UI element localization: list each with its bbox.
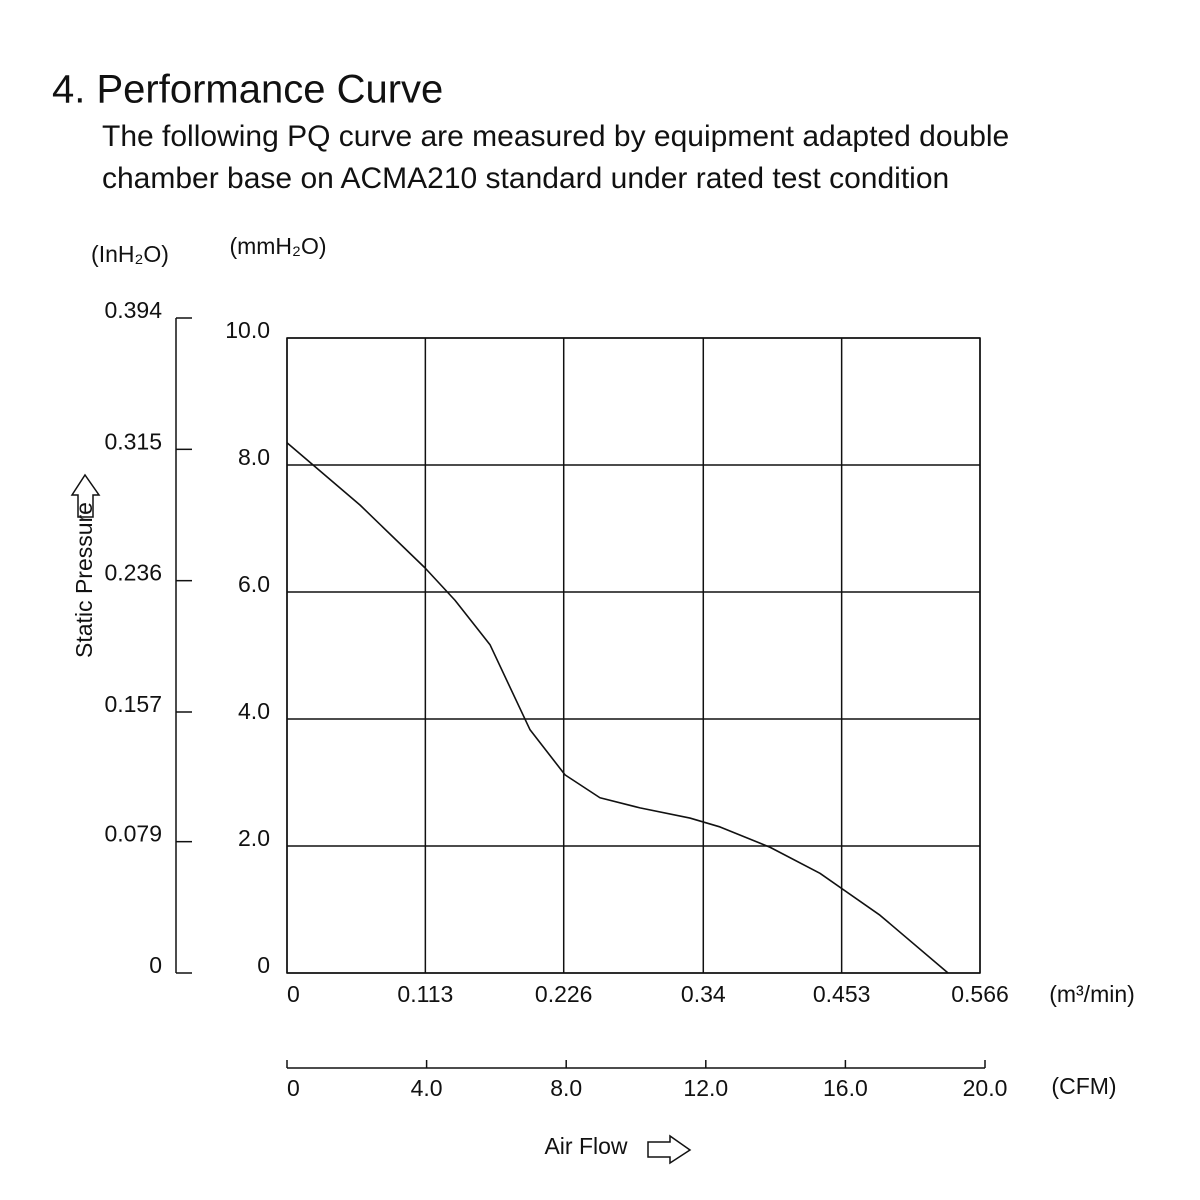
heading: 4. Performance Curve [52, 68, 443, 112]
y2-tick-label: 0 [149, 952, 162, 978]
x-tick-label: 0 [287, 981, 300, 1007]
x-tick-label: 0.34 [681, 981, 726, 1007]
x-axis-title: Air Flow [544, 1133, 627, 1159]
y2-tick-label: 0.079 [104, 821, 162, 847]
y-tick-label: 10.0 [225, 317, 270, 343]
x2-unit: (CFM) [1051, 1073, 1116, 1099]
x2-tick-label: 20.0 [963, 1075, 1008, 1101]
x-tick-label: 0.113 [397, 981, 453, 1007]
description-line: The following PQ curve are measured by e… [102, 120, 1009, 153]
y2-unit: (InH₂O) [91, 241, 169, 267]
y-tick-label: 6.0 [238, 571, 270, 597]
x-tick-label: 0.453 [813, 981, 871, 1007]
y-axis-title: Static Pressure [71, 502, 97, 658]
plot-frame [286, 337, 981, 974]
y2-tick-label: 0.157 [104, 691, 162, 717]
y2-tick-label: 0.236 [104, 560, 162, 586]
arrow-icon [70, 473, 101, 518]
x2-tick-label: 16.0 [823, 1075, 868, 1101]
x2-tick-label: 4.0 [411, 1075, 443, 1101]
x2-tick-label: 8.0 [550, 1075, 582, 1101]
y-tick-label: 2.0 [238, 825, 270, 851]
y2-tick-label: 0.315 [104, 428, 162, 454]
y-tick-label: 0 [257, 952, 270, 978]
x-unit: (m³/min) [1049, 981, 1135, 1007]
y-tick-label: 8.0 [238, 444, 270, 470]
y-unit: (mmH₂O) [229, 233, 326, 259]
arrow-icon [647, 1134, 692, 1165]
y-tick-label: 4.0 [238, 698, 270, 724]
x2-tick-label: 0 [287, 1075, 300, 1101]
description-line: chamber base on ACMA210 standard under r… [102, 162, 949, 195]
pq-curve [286, 442, 949, 974]
x2-tick-label: 12.0 [683, 1075, 728, 1101]
x-tick-label: 0.566 [951, 981, 1009, 1007]
y2-tick-label: 0.394 [104, 297, 162, 323]
x-tick-label: 0.226 [535, 981, 593, 1007]
